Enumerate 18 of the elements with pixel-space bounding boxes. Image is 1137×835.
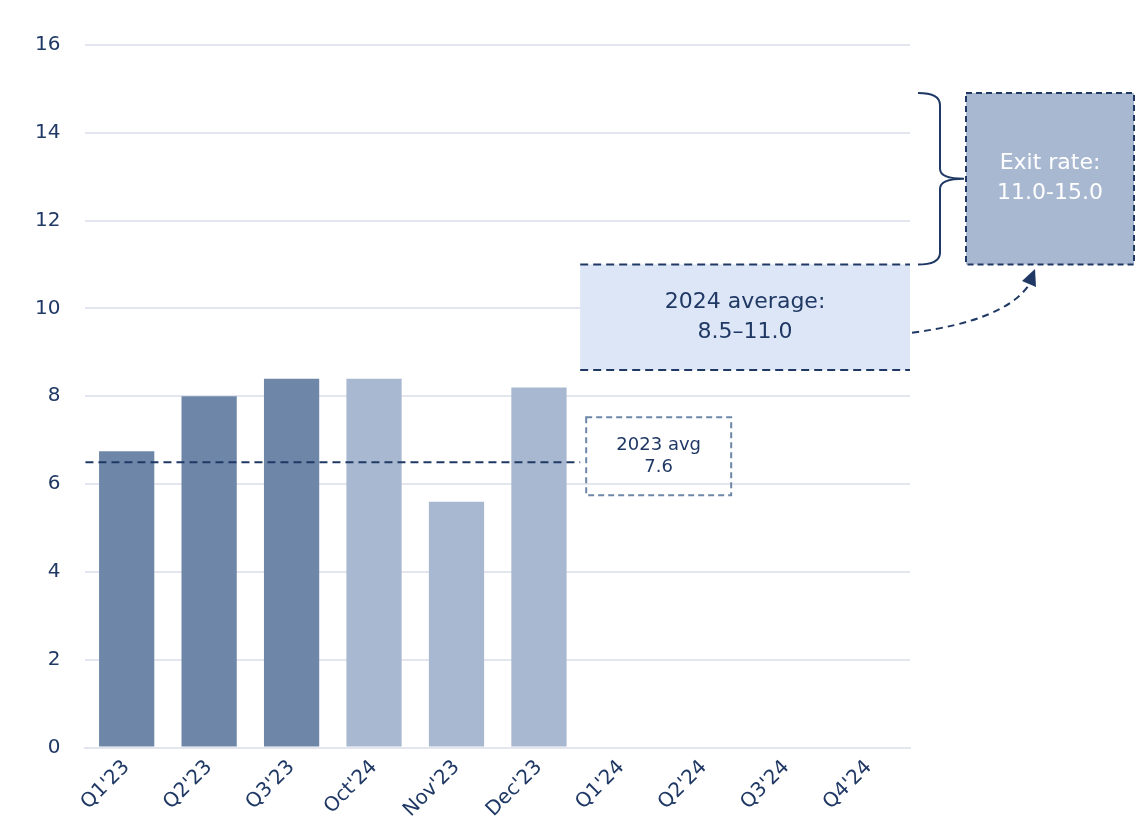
y-tick-label: 6 bbox=[47, 470, 61, 495]
bar bbox=[263, 378, 320, 747]
y-tick-label: 12 bbox=[35, 206, 61, 231]
bar bbox=[511, 387, 567, 747]
band-label: 2024 average: 8.5–11.0 bbox=[664, 287, 826, 343]
y-tick-label: 2 bbox=[47, 645, 61, 670]
y-tick-label: 8 bbox=[47, 382, 61, 407]
ref-line-label: 2023 avg 7.6 bbox=[616, 432, 701, 476]
y-tick-label: 10 bbox=[35, 294, 61, 319]
bar bbox=[181, 396, 237, 747]
y-tick-label: 4 bbox=[47, 558, 61, 583]
bar bbox=[99, 451, 155, 747]
y-tick-label: 16 bbox=[35, 31, 61, 56]
y-tick-label: 14 bbox=[35, 119, 61, 144]
y-tick-label: 0 bbox=[47, 733, 61, 758]
bar bbox=[428, 501, 485, 747]
bar bbox=[346, 378, 402, 747]
text: Exit rate: 11.0-15.0 bbox=[997, 149, 1103, 205]
